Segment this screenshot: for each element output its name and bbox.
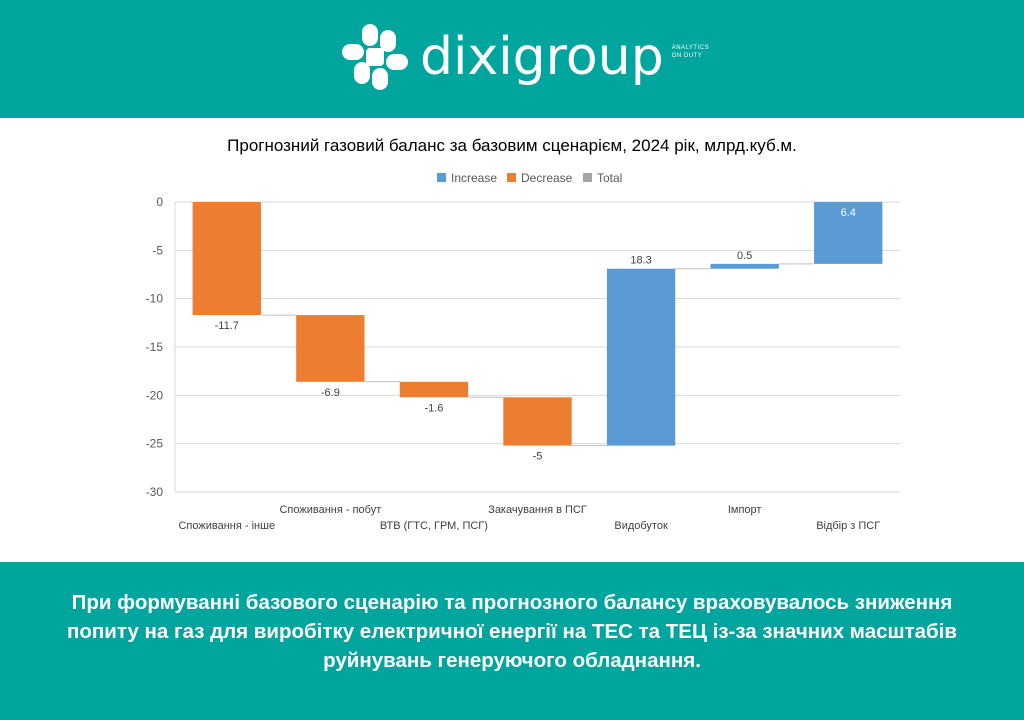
footer-banner: При формуванні базового сценарію та прог…: [0, 562, 1024, 720]
data-label-1: -11.7: [215, 320, 239, 332]
data-label-2: -6.9: [321, 387, 340, 399]
data-label-6: 0.5: [737, 250, 752, 262]
brand-tagline: ANALYTICS ON DUTY: [672, 44, 709, 60]
bar-3: [399, 381, 469, 398]
y-tick-label: -20: [146, 388, 164, 402]
y-tick-label: 0: [156, 195, 163, 209]
legend-swatch-decrease: [507, 173, 516, 182]
dixigroup-logo-icon: [342, 24, 408, 90]
footer-line-3: руйнувань генеруючого обладнання.: [323, 648, 701, 672]
y-tick-label: -5: [152, 243, 163, 257]
data-label-7: 6.4: [841, 207, 856, 219]
y-tick-label: -15: [146, 340, 164, 354]
legend-label-increase: Increase: [451, 171, 497, 185]
y-tick-label: -10: [146, 292, 164, 306]
legend-swatch-total: [583, 173, 592, 182]
x-category-label: Відбір з ПСГ: [816, 520, 880, 532]
y-tick-label: -25: [146, 437, 164, 451]
y-tick-label: -30: [146, 485, 164, 499]
bar-5: [606, 268, 676, 446]
data-label-5: 18.3: [630, 255, 651, 267]
chart-title: Прогнозний газовий баланс за базовим сце…: [227, 136, 797, 155]
x-category-label: Споживання - побут: [279, 504, 381, 516]
chart-area: Прогнозний газовий баланс за базовим сце…: [0, 118, 1024, 562]
x-category-label: Видобуток: [614, 520, 668, 532]
waterfall-chart: Прогнозний газовий баланс за базовим сце…: [146, 136, 900, 532]
bar-2: [296, 315, 365, 382]
footer-line-2: попиту на газ для виробітку електричної …: [67, 619, 957, 643]
x-category-label: Споживання - інше: [178, 520, 275, 532]
legend-label-total: Total: [597, 171, 622, 185]
tagline-line-2: ON DUTY: [671, 53, 703, 59]
bar-7: [814, 202, 883, 264]
bar-4: [503, 397, 572, 446]
brand-name: dixigroup: [420, 27, 664, 87]
bar-1: [192, 202, 261, 316]
x-category-label: Імпорт: [728, 504, 762, 516]
legend-label-decrease: Decrease: [521, 171, 573, 185]
tagline-line-1: ANALYTICS: [671, 45, 710, 51]
data-label-3: -1.6: [424, 402, 443, 414]
footer-note: При формуванні базового сценарію та прог…: [22, 588, 1002, 675]
x-category-label: Закачування в ПСГ: [488, 504, 587, 516]
footer-line-1: При формуванні базового сценарію та прог…: [71, 590, 953, 614]
legend-swatch-increase: [437, 173, 446, 182]
header-banner: dixigroup ANALYTICS ON DUTY: [0, 0, 1024, 118]
dixigroup-logo: dixigroup ANALYTICS ON DUTY: [340, 22, 709, 92]
bar-6: [710, 263, 779, 269]
data-label-4: -5: [533, 451, 543, 463]
x-category-label: ВТВ (ГТС, ГРМ, ПСГ): [380, 520, 488, 532]
